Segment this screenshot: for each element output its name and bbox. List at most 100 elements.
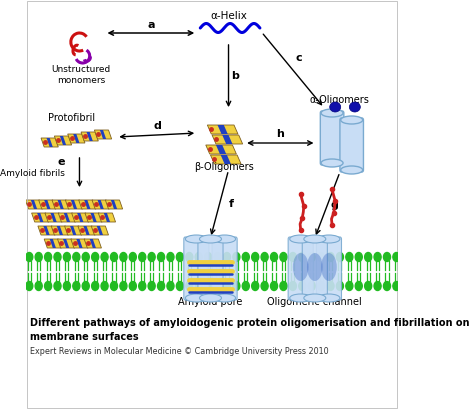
Circle shape — [289, 252, 296, 261]
Polygon shape — [97, 226, 103, 235]
Polygon shape — [218, 125, 228, 134]
Polygon shape — [78, 226, 95, 235]
Polygon shape — [73, 134, 80, 143]
Polygon shape — [98, 200, 104, 209]
Circle shape — [261, 281, 268, 290]
Text: α-Oligomers: α-Oligomers — [310, 95, 370, 105]
Ellipse shape — [307, 253, 323, 281]
Polygon shape — [98, 213, 116, 222]
Circle shape — [205, 281, 212, 290]
Circle shape — [327, 252, 334, 261]
Circle shape — [346, 252, 353, 261]
Polygon shape — [50, 239, 56, 248]
Polygon shape — [25, 200, 43, 209]
Ellipse shape — [321, 109, 343, 117]
Circle shape — [299, 252, 306, 261]
Polygon shape — [104, 213, 110, 222]
Polygon shape — [77, 213, 83, 222]
Circle shape — [261, 252, 268, 261]
FancyBboxPatch shape — [198, 237, 223, 300]
Circle shape — [383, 281, 391, 290]
Circle shape — [101, 252, 108, 261]
Text: Oligomeric channel: Oligomeric channel — [267, 297, 362, 307]
Polygon shape — [41, 138, 58, 147]
Polygon shape — [207, 125, 238, 134]
Polygon shape — [46, 138, 53, 147]
Circle shape — [337, 252, 344, 261]
Ellipse shape — [185, 294, 207, 302]
Polygon shape — [91, 213, 97, 222]
Text: Different pathways of amyloidogenic protein oligomerisation and fibrillation on: Different pathways of amyloidogenic prot… — [30, 318, 470, 328]
Circle shape — [242, 281, 249, 290]
Circle shape — [120, 281, 127, 290]
Circle shape — [214, 252, 221, 261]
Ellipse shape — [349, 102, 360, 112]
Polygon shape — [81, 132, 98, 141]
Circle shape — [167, 281, 174, 290]
Polygon shape — [90, 239, 96, 248]
Polygon shape — [44, 239, 62, 248]
Ellipse shape — [330, 102, 341, 112]
Ellipse shape — [200, 294, 221, 302]
Ellipse shape — [293, 253, 309, 281]
Circle shape — [195, 281, 202, 290]
Circle shape — [186, 281, 193, 290]
Circle shape — [223, 252, 230, 261]
Ellipse shape — [304, 235, 326, 243]
FancyBboxPatch shape — [212, 237, 237, 300]
Circle shape — [195, 252, 202, 261]
Text: Protofibril: Protofibril — [48, 113, 95, 123]
Polygon shape — [51, 226, 68, 235]
Circle shape — [355, 281, 362, 290]
Polygon shape — [79, 200, 96, 209]
Circle shape — [26, 281, 33, 290]
Ellipse shape — [318, 235, 340, 243]
Polygon shape — [210, 155, 241, 164]
Ellipse shape — [304, 294, 326, 302]
Polygon shape — [55, 136, 72, 145]
Ellipse shape — [200, 235, 221, 243]
FancyBboxPatch shape — [302, 237, 328, 300]
Circle shape — [318, 252, 325, 261]
Circle shape — [355, 252, 362, 261]
Text: membrane surfaces: membrane surfaces — [30, 332, 139, 342]
Circle shape — [280, 252, 287, 261]
Circle shape — [365, 252, 372, 261]
Polygon shape — [221, 155, 231, 164]
Polygon shape — [52, 200, 69, 209]
Ellipse shape — [321, 159, 343, 167]
Text: f: f — [229, 199, 234, 209]
Circle shape — [82, 252, 89, 261]
Polygon shape — [70, 226, 76, 235]
Polygon shape — [94, 130, 112, 139]
FancyBboxPatch shape — [288, 237, 313, 300]
Text: d: d — [154, 121, 162, 131]
Circle shape — [64, 281, 71, 290]
Polygon shape — [57, 239, 75, 248]
Circle shape — [308, 252, 315, 261]
Polygon shape — [57, 200, 64, 209]
Circle shape — [252, 252, 259, 261]
Polygon shape — [84, 200, 91, 209]
Circle shape — [365, 281, 372, 290]
Ellipse shape — [290, 235, 312, 243]
Polygon shape — [84, 239, 101, 248]
Circle shape — [393, 252, 400, 261]
Text: c: c — [296, 53, 302, 63]
Circle shape — [73, 252, 80, 261]
Circle shape — [148, 281, 155, 290]
Circle shape — [242, 252, 249, 261]
Circle shape — [167, 252, 174, 261]
Polygon shape — [38, 226, 55, 235]
Ellipse shape — [214, 235, 236, 243]
Polygon shape — [60, 136, 66, 145]
Circle shape — [374, 252, 381, 261]
Circle shape — [308, 281, 315, 290]
Text: e: e — [58, 157, 65, 167]
Polygon shape — [76, 239, 82, 248]
Polygon shape — [222, 135, 232, 144]
Ellipse shape — [341, 116, 363, 124]
Circle shape — [82, 281, 89, 290]
Polygon shape — [92, 200, 109, 209]
Circle shape — [157, 281, 164, 290]
